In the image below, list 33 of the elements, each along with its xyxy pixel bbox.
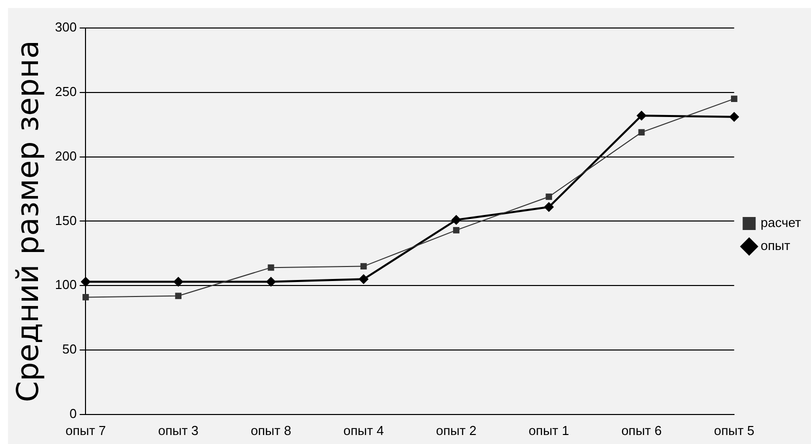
point [638, 129, 645, 136]
point [360, 263, 367, 270]
legend-label: опыт [760, 238, 790, 254]
point [358, 274, 369, 284]
point [453, 227, 460, 234]
x-tick-label: опыт 5 [714, 422, 754, 438]
x-tick-label: опыт 4 [343, 422, 384, 438]
point [546, 194, 552, 200]
x-tick-label: опыт 8 [250, 422, 292, 438]
x-tick-label: опыт 6 [621, 422, 662, 438]
y-tick-label: 300 [54, 20, 77, 35]
point [544, 202, 554, 212]
point [730, 96, 738, 102]
y-tick-label: 50 [62, 342, 77, 357]
point [175, 292, 182, 300]
x-tick-label: опыт 7 [65, 422, 106, 438]
point [636, 110, 647, 121]
y-axis-title: Средний размер зерна [10, 40, 46, 402]
point [729, 112, 740, 122]
legend-label: расчет [760, 215, 802, 230]
y-tick-label: 0 [69, 406, 77, 421]
y-tick-label: 100 [54, 277, 77, 292]
point [266, 276, 276, 287]
point [82, 294, 89, 300]
x-tick-label: опыт 1 [528, 422, 570, 438]
y-tick-label: 200 [54, 148, 77, 164]
point [268, 264, 274, 271]
point [173, 276, 184, 287]
x-tick-label: опыт 2 [436, 422, 476, 438]
y-tick-label: 150 [54, 212, 77, 228]
point [451, 214, 462, 225]
x-tick-label: опыт 3 [158, 422, 199, 438]
y-tick-label: 250 [54, 84, 77, 99]
